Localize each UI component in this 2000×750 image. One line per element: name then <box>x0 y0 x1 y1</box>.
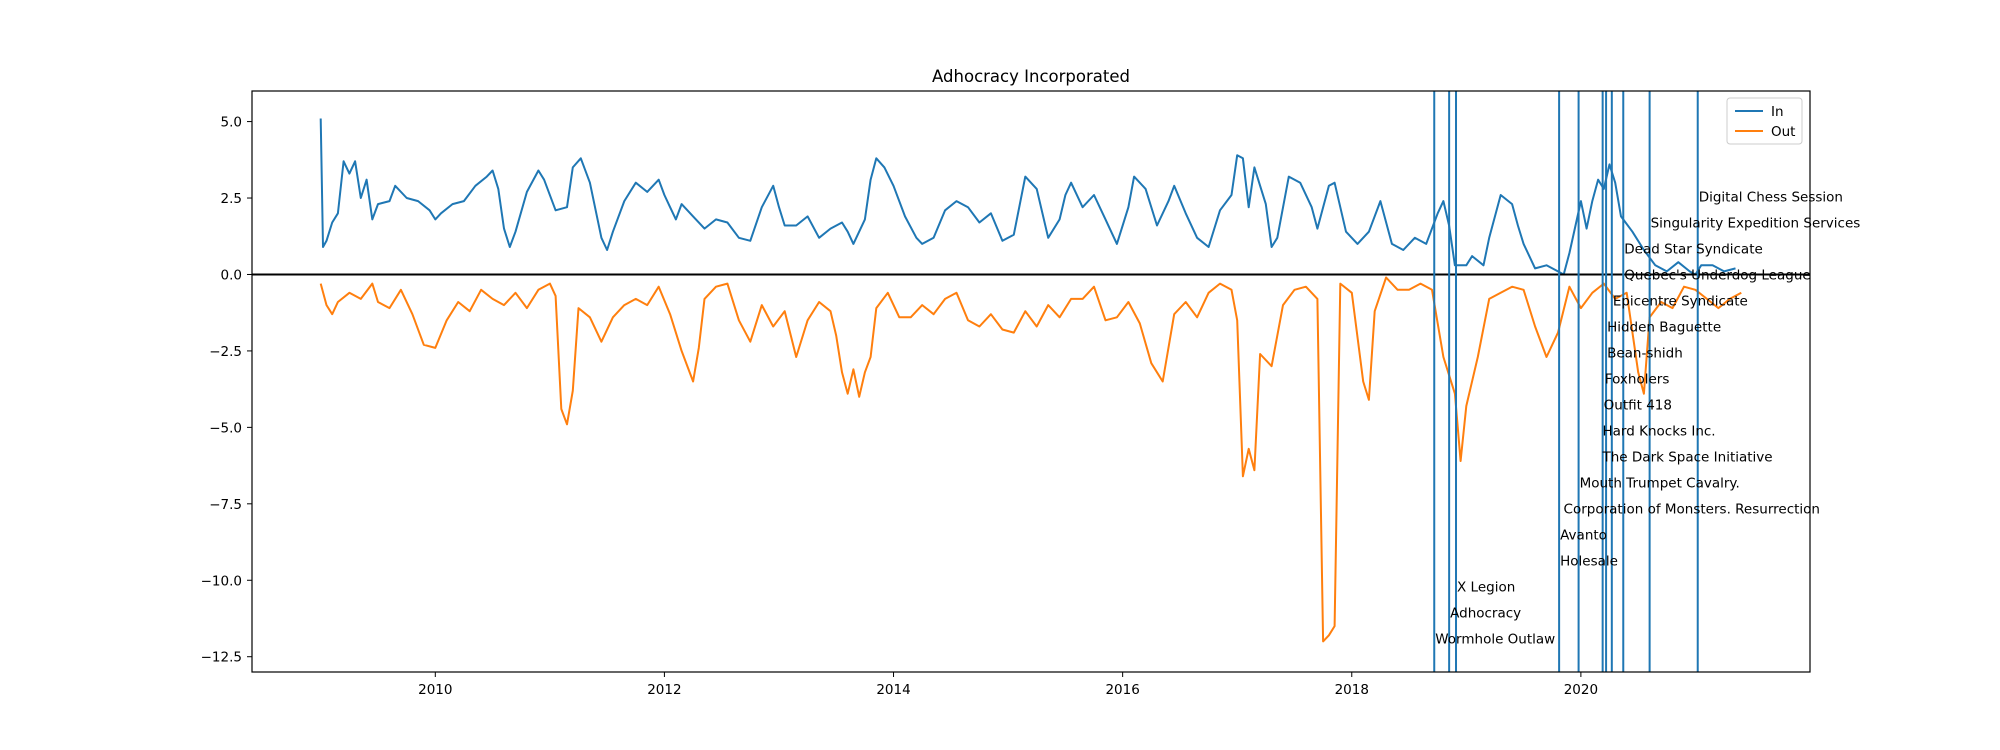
annotation-label: Mouth Trumpet Cavalry. <box>1580 475 1740 491</box>
x-tick-label: 2016 <box>1105 682 1139 698</box>
annotation-label: Corporation of Monsters. Resurrection <box>1564 501 1820 517</box>
annotation-label: Digital Chess Session <box>1699 189 1843 205</box>
annotation-label: Epicentre Syndicate <box>1613 293 1748 309</box>
chart-title: Adhocracy Incorporated <box>932 67 1130 86</box>
legend-box <box>1726 97 1803 145</box>
y-tick-label: 5.0 <box>221 115 242 131</box>
x-tick-label: 2018 <box>1335 682 1369 698</box>
annotation-label: Hidden Baguette <box>1607 319 1721 335</box>
y-tick-label: −7.5 <box>209 497 242 513</box>
y-tick-label: −12.5 <box>201 650 242 666</box>
legend-label-in: In <box>1771 104 1784 120</box>
x-tick-label: 2010 <box>418 682 452 698</box>
annotation-label: Dead Star Syndicate <box>1624 241 1763 257</box>
annotation-label: The Dark Space Initiative <box>1602 449 1773 465</box>
annotation-label: Adhocracy <box>1450 605 1521 621</box>
annotation-label: Holesale <box>1560 553 1618 569</box>
legend-label-out: Out <box>1771 124 1795 140</box>
x-tick-label: 2020 <box>1564 682 1598 698</box>
series-line-out <box>319 276 1742 643</box>
axes-frame <box>251 90 1811 673</box>
annotation-label: Foxholers <box>1605 371 1670 387</box>
annotation-label: Outfit 418 <box>1604 397 1672 413</box>
annotation-label: Singularity Expedition Services <box>1651 215 1861 231</box>
y-tick-label: −5.0 <box>209 420 242 436</box>
plot-area: Digital Chess Session Singularity Expedit… <box>201 90 1861 698</box>
series-line-in <box>319 118 1736 276</box>
y-tick-label: 0.0 <box>221 267 242 283</box>
annotation-label: Bean-shidh <box>1607 345 1683 361</box>
annotation-label: Hard Knocks Inc. <box>1603 423 1716 439</box>
annotation-label: Wormhole Outlaw <box>1435 631 1555 647</box>
y-tick-label: −10.0 <box>201 573 242 589</box>
y-tick-label: 2.5 <box>221 191 242 207</box>
x-tick-label: 2014 <box>876 682 910 698</box>
annotation-label: Avanto <box>1560 527 1607 543</box>
x-tick-label: 2012 <box>647 682 681 698</box>
legend: In Out <box>1726 97 1803 145</box>
y-tick-label: −2.5 <box>209 344 242 360</box>
annotation-label: X Legion <box>1457 579 1515 595</box>
annotation-label: Quebec's Underdog League <box>1624 267 1810 283</box>
